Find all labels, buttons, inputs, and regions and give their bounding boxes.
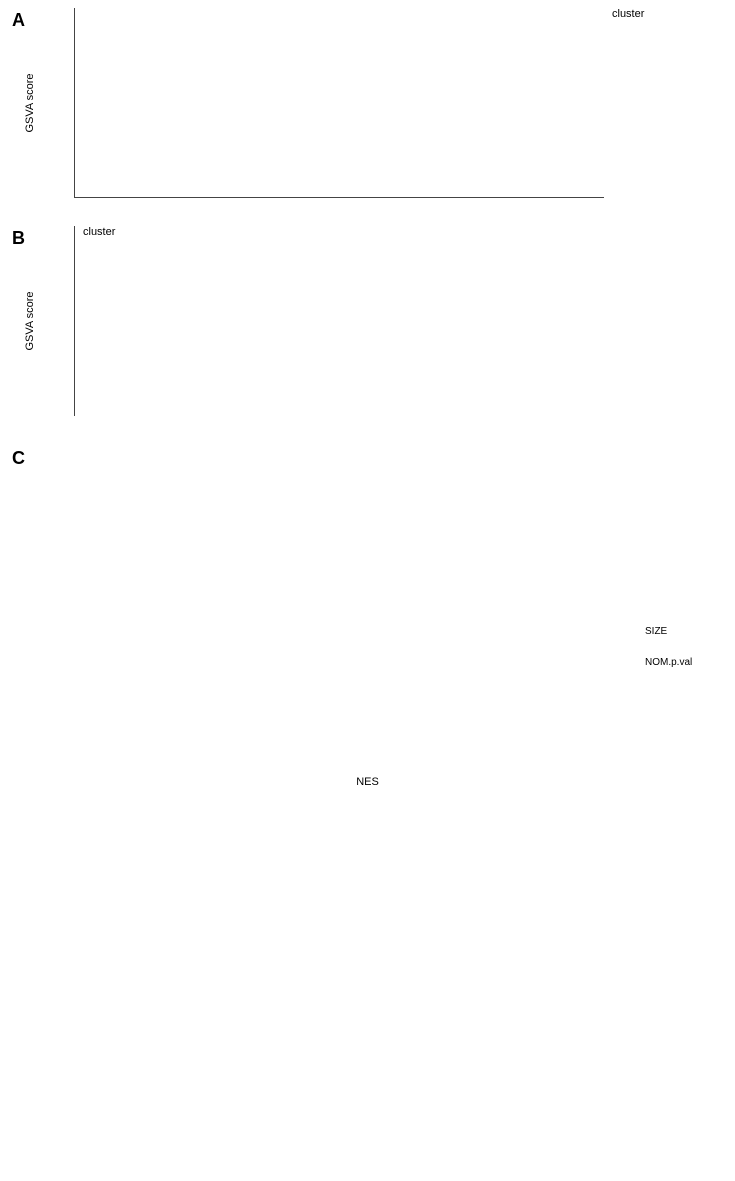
panel-b-legend: cluster [75,226,115,416]
panel-a-legend: cluster [604,8,644,198]
panel-a-plot [74,8,604,198]
panel-b-y-title: GSVA score [24,291,36,350]
panel-letter-a: A [12,10,25,31]
panel-a: A GSVA score cluster [8,8,727,222]
panel-a-y-axis: GSVA score [34,8,74,198]
panel-b-y-axis: GSVA score [34,226,74,416]
panel-c-legend: SIZE NOM.p.val [637,446,727,742]
panel-a-y-title: GSVA score [24,73,36,132]
panel-letter-b: B [12,228,25,249]
legend-title: cluster [612,8,644,20]
color-scale [645,672,659,742]
color-legend-title: NOM.p.val [645,657,727,668]
panel-c-x-title: NES [8,776,727,788]
panel-b-plot [74,226,75,416]
panel-b: B GSVA score cluster [8,226,727,440]
legend-title: cluster [83,226,115,238]
panel-c: C NAME SIZE NOM.p.val NES [8,446,727,788]
panel-letter-c: C [12,448,25,469]
size-legend-title: SIZE [645,626,727,637]
